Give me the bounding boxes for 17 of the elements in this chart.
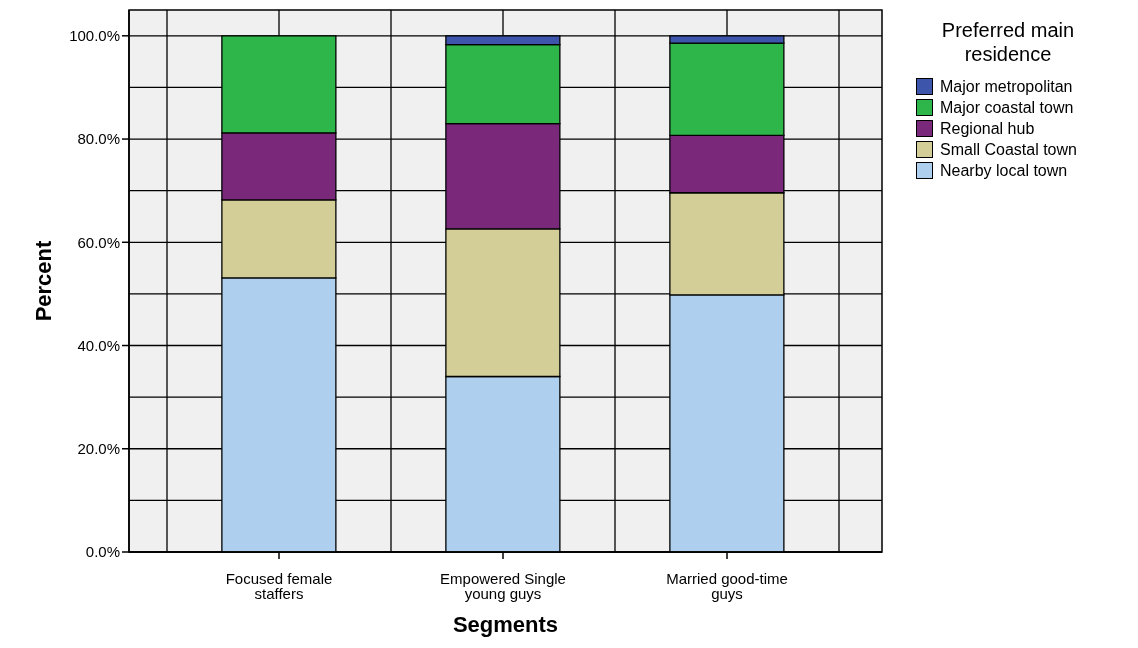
y-tick-label: 0.0%	[85, 543, 120, 561]
legend-label: Major coastal town	[940, 98, 1074, 117]
legend-label: Nearby local town	[940, 161, 1068, 180]
y-tick-label: 100.0%	[69, 27, 120, 45]
legend-label: Major metropolitan	[940, 77, 1073, 96]
y-tick-label: 40.0%	[77, 336, 120, 354]
x-tick-label: Married good-time guys	[666, 569, 788, 602]
y-tick-label: 20.0%	[77, 440, 120, 458]
legend-label: Regional hub	[940, 119, 1035, 138]
legend-title: Preferred main residence	[940, 18, 1076, 66]
x-tick-label: Focused female staffers	[225, 569, 333, 602]
y-axis-title: Percent	[30, 239, 56, 322]
legend-label: Small Coastal town	[940, 140, 1077, 159]
x-axis-title: Segments	[452, 611, 559, 637]
y-tick-label: 60.0%	[77, 233, 120, 251]
x-tick-label: Empowered Single young guys	[440, 569, 566, 602]
y-tick-label: 80.0%	[77, 130, 120, 148]
